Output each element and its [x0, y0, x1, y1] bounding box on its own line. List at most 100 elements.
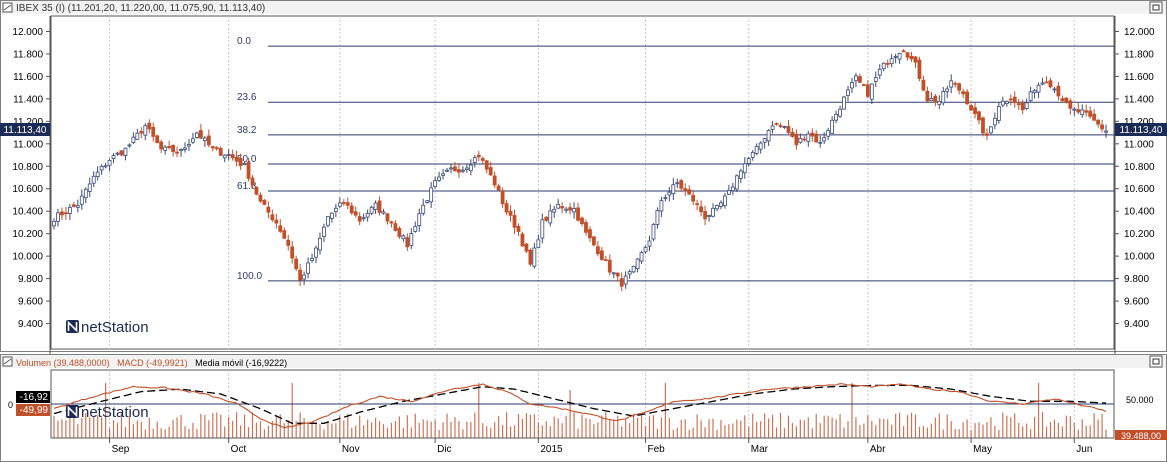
indicator-legend: Volumen (39.488,0000) MACD (-49,9921) Me…	[16, 358, 287, 368]
candle	[155, 134, 160, 144]
candle	[195, 131, 199, 139]
time-tick-label: Oct	[231, 444, 247, 455]
candle	[326, 215, 330, 228]
candle	[1040, 77, 1045, 86]
candle	[512, 209, 517, 234]
candle	[468, 159, 473, 176]
candle	[95, 166, 100, 181]
macd-value-label: -16,92	[20, 392, 49, 403]
candle	[401, 234, 406, 242]
candle	[445, 167, 449, 172]
candle	[746, 157, 751, 167]
candle	[238, 153, 243, 170]
candle	[572, 202, 576, 219]
candle	[222, 154, 227, 163]
price-tick-label-left: 10.800	[12, 162, 43, 173]
candle	[131, 132, 136, 145]
candle	[1052, 87, 1057, 93]
candle	[262, 198, 267, 206]
last-price-badge-right: 11.113,40	[1115, 123, 1167, 136]
candle	[1024, 98, 1029, 111]
candle	[1020, 99, 1025, 115]
netstation-logo-lower-text: netStation	[81, 404, 149, 421]
candle	[381, 208, 386, 215]
candle	[337, 197, 342, 209]
candle	[425, 199, 430, 204]
candle	[861, 83, 866, 87]
candle	[933, 94, 938, 107]
netstation-logo: netStation	[66, 319, 149, 336]
indicator-window-icon	[2, 356, 13, 367]
candle	[635, 258, 640, 273]
candle	[969, 103, 973, 111]
indicator-window-restore-icon[interactable]	[1149, 355, 1163, 368]
price-tick-label-right: 9.400	[1124, 319, 1149, 330]
candle	[1036, 82, 1041, 99]
candle	[397, 226, 402, 239]
candle	[274, 214, 279, 229]
candle	[143, 123, 148, 141]
candle	[770, 121, 775, 134]
candle	[607, 254, 612, 276]
candle	[778, 122, 783, 129]
candle	[707, 214, 711, 222]
candle	[615, 271, 620, 282]
candle	[159, 139, 164, 154]
candle	[266, 201, 271, 219]
price-tick-label-right: 9.600	[1124, 297, 1149, 308]
fibonacci-label: 50.0	[237, 154, 257, 165]
candle	[353, 206, 358, 218]
candle	[218, 146, 223, 157]
candle	[1056, 82, 1061, 101]
candle	[318, 232, 322, 255]
candle	[1000, 96, 1005, 108]
candle	[762, 137, 767, 149]
candle	[183, 142, 187, 153]
candle	[270, 209, 275, 223]
candle	[234, 150, 239, 167]
fibonacci-label: 61.8	[237, 181, 257, 192]
candle	[996, 102, 1001, 124]
candle	[175, 146, 179, 157]
candle	[599, 246, 604, 261]
candle	[258, 192, 263, 203]
candle	[191, 132, 195, 144]
candle	[389, 220, 394, 228]
price-plot-area	[50, 15, 1115, 350]
candle	[508, 205, 513, 222]
candle	[254, 186, 259, 196]
candle	[524, 242, 529, 254]
candle	[885, 59, 890, 68]
netstation-logo-lower: netStation	[66, 404, 149, 421]
chart-window-icon	[2, 2, 13, 13]
time-tick-label: Jun	[1076, 444, 1092, 455]
candle	[961, 88, 966, 99]
candle	[548, 204, 553, 227]
candle	[492, 171, 497, 189]
candle	[242, 161, 247, 165]
candle	[453, 162, 457, 172]
candle	[488, 161, 493, 176]
candle	[1016, 98, 1021, 110]
candle	[719, 200, 723, 210]
candle	[826, 127, 831, 141]
candle	[536, 234, 541, 249]
candle	[349, 202, 354, 215]
price-tick-label-right: 11.600	[1124, 72, 1154, 83]
candle	[623, 271, 628, 289]
candle	[449, 164, 453, 174]
candle	[365, 209, 370, 222]
candle	[913, 56, 918, 68]
candle	[977, 110, 981, 125]
candle	[99, 164, 104, 175]
netstation-logo-text: netStation	[81, 319, 149, 336]
candle	[580, 216, 584, 227]
candle	[679, 178, 684, 192]
candle	[1080, 104, 1085, 118]
candle	[699, 200, 704, 217]
price-tick-label-left: 11.200	[13, 117, 43, 128]
candle	[484, 159, 489, 174]
candle	[171, 144, 176, 157]
window-restore-icon[interactable]	[1149, 1, 1163, 14]
time-tick-label: 2015	[540, 444, 563, 455]
